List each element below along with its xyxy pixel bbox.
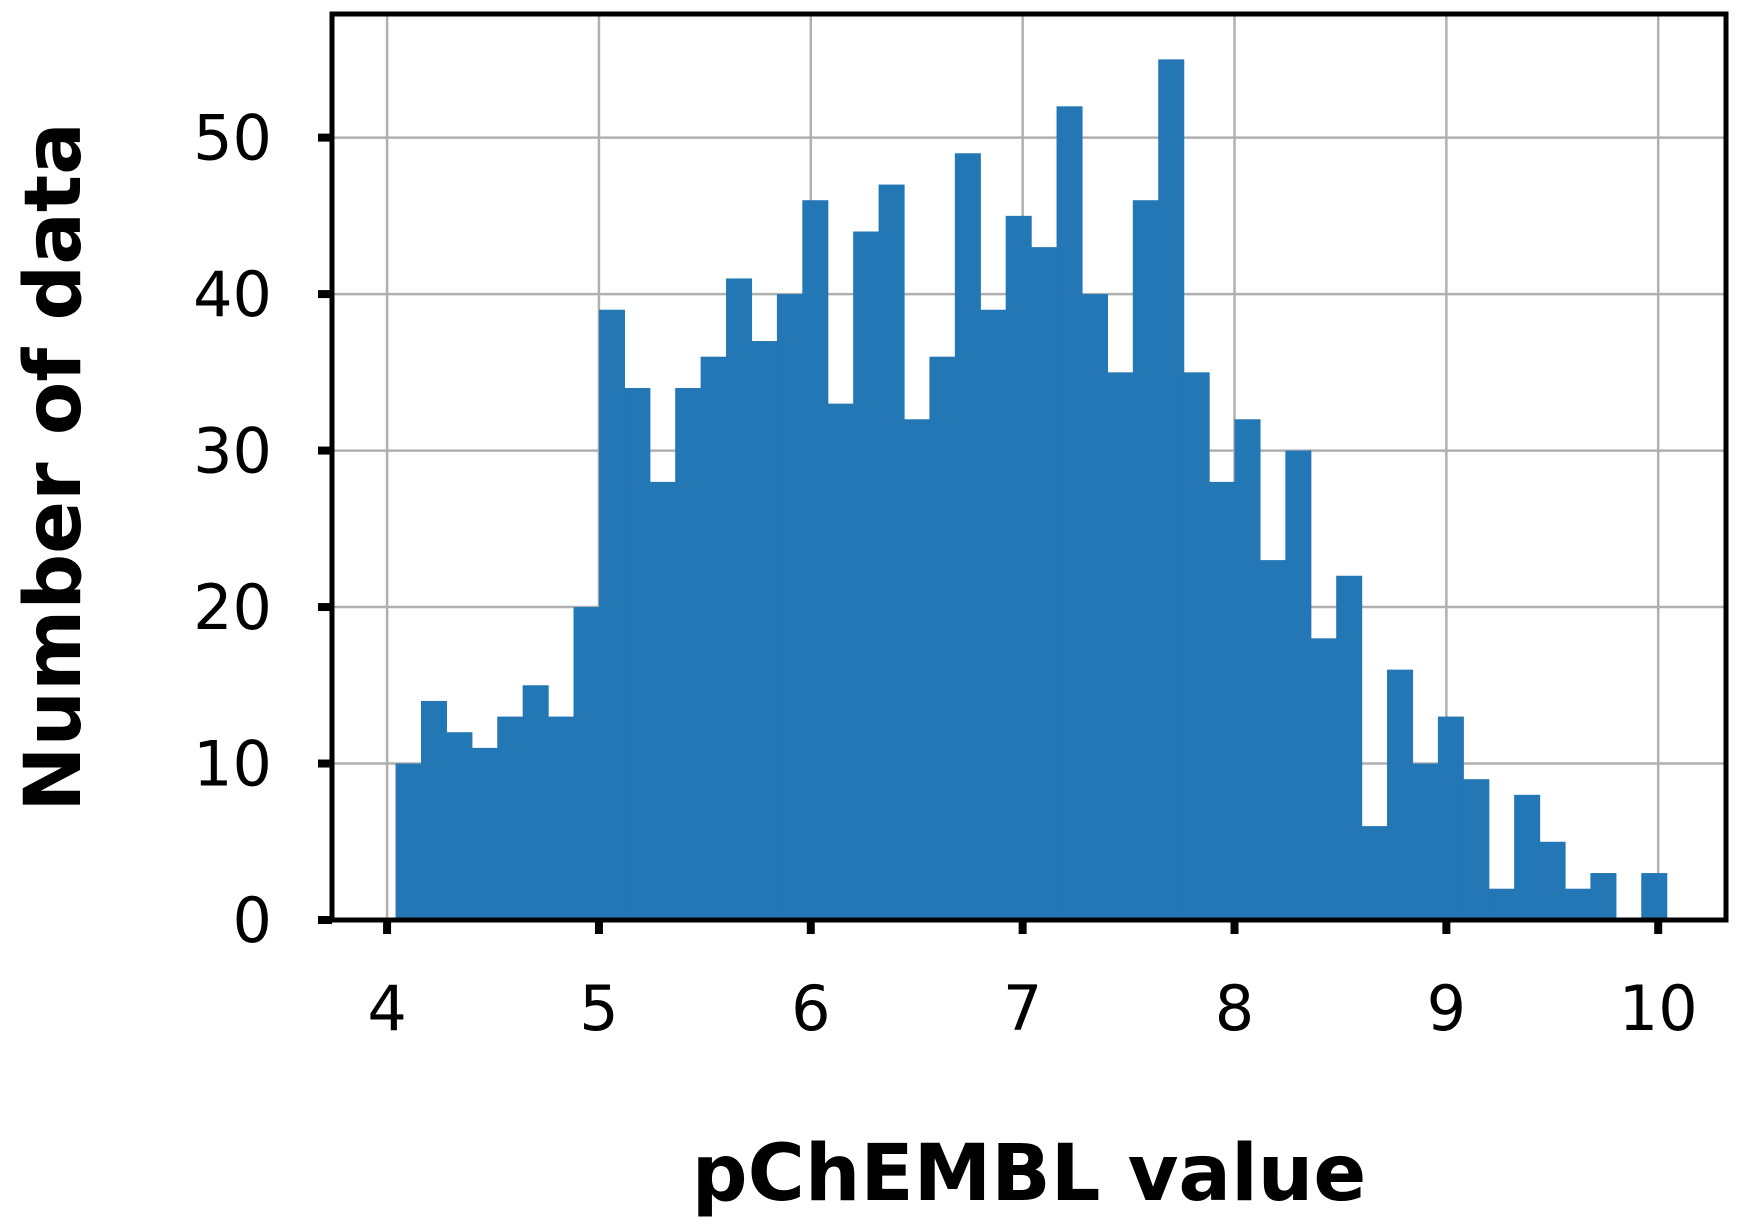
y-tick-label: 40 — [193, 258, 272, 331]
histogram-bars — [395, 59, 1668, 921]
x-tick-label: 9 — [1427, 972, 1466, 1045]
histogram-bar — [1158, 59, 1185, 921]
histogram-bar — [1412, 763, 1439, 920]
histogram-bar — [751, 341, 778, 920]
x-tick-label: 6 — [791, 972, 830, 1045]
histogram-bar — [980, 309, 1007, 920]
y-tick-label: 30 — [193, 415, 272, 488]
histogram-bar — [395, 763, 422, 920]
histogram-bar — [598, 309, 625, 920]
histogram-bar — [1488, 888, 1515, 920]
histogram-bar — [675, 387, 702, 921]
y-tick-label: 0 — [233, 884, 272, 957]
histogram-bar — [1437, 716, 1464, 920]
histogram-bar — [1234, 419, 1261, 920]
histogram-bar — [649, 481, 676, 920]
histogram-bar — [420, 700, 448, 920]
histogram-bar — [1183, 372, 1210, 920]
histogram-bar — [548, 716, 575, 920]
y-tick-label: 50 — [193, 102, 272, 175]
histogram-bar — [954, 153, 981, 920]
histogram-bar — [878, 184, 905, 921]
histogram-bar — [1641, 873, 1668, 920]
y-axis-title: Number of data — [9, 122, 99, 812]
histogram-bar — [446, 732, 473, 920]
histogram-bar — [776, 294, 803, 920]
y-tick-label: 10 — [193, 728, 272, 801]
x-tick-label: 7 — [1003, 972, 1042, 1045]
histogram-bar — [1539, 841, 1566, 920]
x-axis-title: pChEMBL value — [692, 1129, 1366, 1219]
x-tick-label: 4 — [367, 972, 406, 1045]
histogram-bar — [1590, 873, 1617, 920]
histogram-bar — [853, 231, 880, 921]
x-tick-label: 10 — [1619, 972, 1698, 1045]
histogram-bar — [1081, 294, 1108, 920]
histogram-bar — [726, 278, 753, 921]
histogram-bar — [827, 403, 854, 920]
histogram-bar — [1564, 888, 1592, 920]
histogram-bar — [1107, 372, 1134, 920]
histogram-bar — [1005, 215, 1032, 920]
y-tick-label: 20 — [193, 571, 272, 644]
histogram-bar — [624, 387, 651, 921]
histogram-bar — [1387, 669, 1414, 920]
histogram-bar — [1463, 779, 1490, 920]
histogram-bar — [1361, 826, 1388, 920]
histogram-bar — [1259, 560, 1286, 920]
histogram-bar — [700, 356, 727, 920]
histogram-bar — [1132, 200, 1159, 920]
axis-ticks — [318, 133, 1663, 934]
histogram-bar — [497, 716, 524, 920]
x-tick-label: 5 — [579, 972, 618, 1045]
histogram-bar — [1514, 794, 1541, 920]
histogram-bar — [522, 685, 549, 920]
histogram-bar — [929, 356, 956, 920]
histogram-bar — [802, 200, 829, 920]
histogram-bar — [1310, 638, 1337, 920]
x-tick-label: 8 — [1215, 972, 1254, 1045]
histogram-bar — [1285, 450, 1312, 920]
histogram-bar — [471, 747, 498, 920]
histogram-bar — [1056, 106, 1083, 921]
histogram-bar — [1031, 247, 1058, 920]
histogram-bar — [904, 419, 931, 920]
plot-frame — [329, 11, 1729, 923]
histogram-bar — [1336, 575, 1363, 920]
tick-labels: 4 5 6 7 8 9 10 0 10 20 30 40 50 — [193, 102, 1698, 1045]
histogram-bar — [1209, 481, 1236, 920]
histogram-bar — [573, 607, 600, 920]
